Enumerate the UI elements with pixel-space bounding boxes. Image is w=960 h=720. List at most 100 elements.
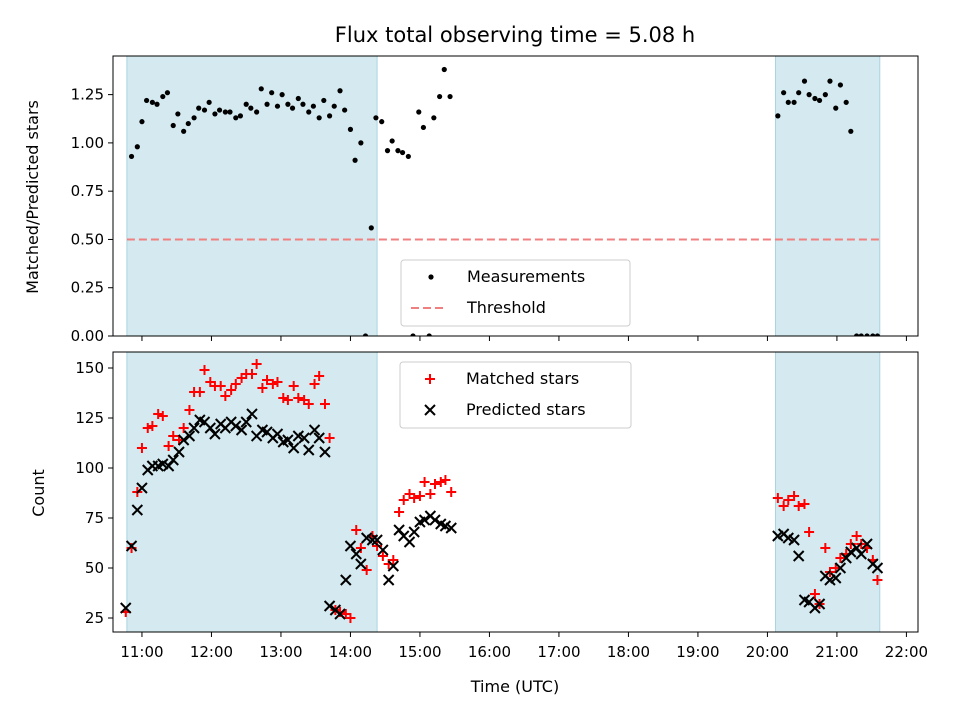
matched-star-point xyxy=(324,433,335,443)
matched-star-point xyxy=(157,411,168,421)
matched-star-point xyxy=(345,613,356,623)
measurement-point xyxy=(233,115,239,121)
matched-star-point xyxy=(394,507,405,517)
x-tick-label: 18:00 xyxy=(607,643,650,661)
chart-title: Flux total observing time = 5.08 h xyxy=(335,23,695,47)
predicted-star-point xyxy=(188,422,200,434)
legend-box xyxy=(399,361,632,429)
measurement-point xyxy=(781,90,787,96)
predicted-star-point xyxy=(303,444,315,456)
matched-star-point xyxy=(230,379,241,389)
predicted-star-point xyxy=(861,538,873,550)
legend-label: Threshold xyxy=(466,298,546,317)
matched-star-point xyxy=(262,375,273,385)
measurement-point xyxy=(243,101,249,107)
matched-star-point xyxy=(793,501,804,511)
bottom-ylabel: Count xyxy=(29,469,48,517)
measurement-point xyxy=(389,138,395,144)
predicted-star-point xyxy=(371,534,383,546)
top-ylabel: Matched/Predicted stars xyxy=(23,100,42,294)
measurement-point xyxy=(295,95,301,102)
measurement-point xyxy=(289,105,296,111)
measurement-point xyxy=(264,101,270,107)
matched-star-point xyxy=(409,493,420,503)
matched-star-point xyxy=(435,477,446,487)
matched-star-point xyxy=(851,531,862,541)
matched-star-point xyxy=(303,399,314,409)
predicted-star-point xyxy=(408,526,420,538)
axes-frame xyxy=(112,351,919,633)
predicted-star-point xyxy=(230,420,242,432)
measurement-point xyxy=(279,92,285,98)
matched-star-point xyxy=(293,393,304,403)
measurement-point xyxy=(321,97,327,104)
matched-star-point xyxy=(425,489,436,499)
predicted-star-point xyxy=(319,446,331,458)
measurement-point xyxy=(420,124,427,131)
predicted-star-point xyxy=(240,416,252,428)
predicted-star-point xyxy=(340,574,352,586)
predicted-star-point xyxy=(246,408,258,420)
predicted-star-point xyxy=(418,514,431,526)
y-tick-label: 0.25 xyxy=(71,279,104,297)
measurement-point xyxy=(170,122,176,129)
predicted-star-point xyxy=(131,504,144,516)
legend-label: Measurements xyxy=(467,267,585,286)
measurement-point xyxy=(833,105,839,111)
predicted-star-point xyxy=(177,434,190,446)
measurement-point xyxy=(258,86,264,92)
predicted-star-point xyxy=(350,548,362,560)
measurement-point xyxy=(864,333,870,336)
y-tick-label: 75 xyxy=(85,509,104,527)
matched-star-point xyxy=(288,381,299,391)
predicted-star-point xyxy=(830,572,842,584)
predicted-star-point xyxy=(845,546,857,558)
measurement-point xyxy=(858,333,864,336)
matched-star-point xyxy=(799,499,810,509)
predicted-star-point xyxy=(445,522,457,534)
y-tick-label: 1.00 xyxy=(71,134,104,152)
predicted-star-point xyxy=(334,608,346,620)
predicted-star-point xyxy=(235,424,248,436)
measurement-point xyxy=(827,78,833,84)
predicted-star-point xyxy=(429,514,441,526)
matched-star-point xyxy=(178,423,189,433)
axes-frame xyxy=(112,55,919,337)
measurement-point xyxy=(274,103,281,109)
predicted-star-point xyxy=(788,534,800,546)
matched-star-point xyxy=(246,369,257,379)
x-tick-label: 15:00 xyxy=(398,643,441,661)
predicted-star-point xyxy=(282,434,294,446)
x-tick-label: 12:00 xyxy=(190,643,233,661)
matched-star-point xyxy=(845,539,856,549)
matched-star-point xyxy=(142,423,153,433)
measurement-point xyxy=(300,101,306,107)
matched-star-point xyxy=(184,405,195,415)
measurement-point xyxy=(399,149,406,156)
matched-star-point xyxy=(804,527,815,537)
measurement-point xyxy=(201,107,208,113)
measurement-point xyxy=(447,93,453,100)
matched-star-point xyxy=(446,487,457,497)
measurement-point xyxy=(806,92,812,98)
measurement-point xyxy=(222,109,228,115)
measurement-point xyxy=(431,115,437,121)
legend-marker-matched xyxy=(425,374,435,384)
matched-star-point xyxy=(783,495,794,505)
measurement-point xyxy=(143,97,150,104)
predicted-star-point xyxy=(382,574,395,586)
measurement-point xyxy=(843,99,849,105)
measurement-point xyxy=(237,113,244,119)
matched-star-point xyxy=(220,391,231,401)
measurement-point xyxy=(410,333,416,336)
measurement-point xyxy=(181,128,187,134)
matched-star-point xyxy=(282,395,293,405)
legend-marker-measurements xyxy=(428,274,434,280)
matched-star-point xyxy=(414,491,425,501)
legend-label: Predicted stars xyxy=(466,400,586,419)
measurement-point xyxy=(310,103,316,109)
measurement-point xyxy=(342,107,348,113)
y-tick-label: 25 xyxy=(85,609,104,627)
measurement-point xyxy=(337,88,343,94)
predicted-star-point xyxy=(355,558,367,570)
